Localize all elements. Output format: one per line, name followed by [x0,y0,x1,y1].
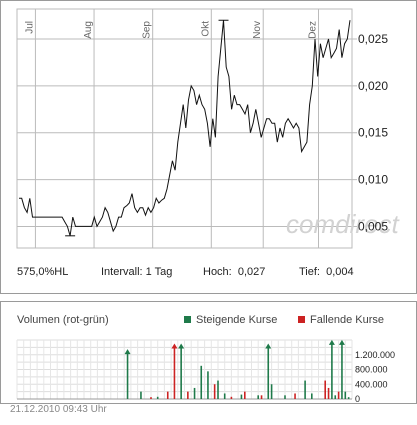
vol-peak-arrow [171,343,178,349]
vol-y-tick-label: 800.000 [355,365,388,375]
legend-falling: Fallende Kurse [298,314,384,326]
price-line [19,20,351,236]
vol-peak-arrow [338,339,345,345]
x-tick-label: Nov [252,21,263,39]
vol-y-tick-label: 400.000 [355,379,388,389]
x-tick-label: Sep [142,21,153,39]
x-tick-label: Dez [308,21,319,39]
high-label: Hoch: [203,266,232,278]
volume-chart: 0 400.000 800.000 1.200.000 [16,339,395,403]
price-chart-panel: comdirect 0,005 0,010 0,015 0,020 0,025 Jul Au… [0,0,417,294]
vol-peak-arrow [265,343,272,349]
plot-area [16,8,353,249]
y-tick-label: 0,005 [358,219,388,233]
watermark: comdirect [286,209,400,239]
low-value: 0,004 [326,266,354,278]
price-chart: comdirect 0,005 0,010 0,015 0,020 0,025 Jul Au… [16,8,400,249]
volume-title: Volumen (rot-grün) [17,314,109,326]
legend-rising-swatch [184,316,191,323]
vol-peak-arrow [178,343,185,349]
legend-falling-swatch [298,316,305,323]
vol-peak-arrow [124,349,131,355]
vol-y-tick-label: 1.200.000 [355,350,395,360]
range-text: 575,0%HL [17,266,69,278]
y-tick-label: 0,010 [358,173,388,187]
volume-chart-panel: 0 400.000 800.000 1.200.000 [0,301,417,404]
legend-rising: Steigende Kurse [184,314,277,326]
interval-text: Intervall: 1 Tag [101,266,173,278]
y-tick-label: 0,025 [358,32,388,46]
legend-falling-label: Fallende Kurse [310,314,384,326]
x-tick-label: Aug [83,21,94,39]
high-value: 0,027 [237,266,266,278]
x-tick-label: Jul [24,21,35,34]
legend-rising-label: Steigende Kurse [196,314,278,326]
y-tick-label: 0,015 [358,126,388,140]
timestamp: 21.12.2010 09:43 Uhr [10,404,107,415]
low-label: Tief: [299,266,320,278]
x-tick-label: Okt [200,21,211,37]
vol-peak-arrow [328,339,335,345]
vol-y-tick-label: 0 [355,394,360,403]
y-tick-label: 0,020 [358,79,388,93]
